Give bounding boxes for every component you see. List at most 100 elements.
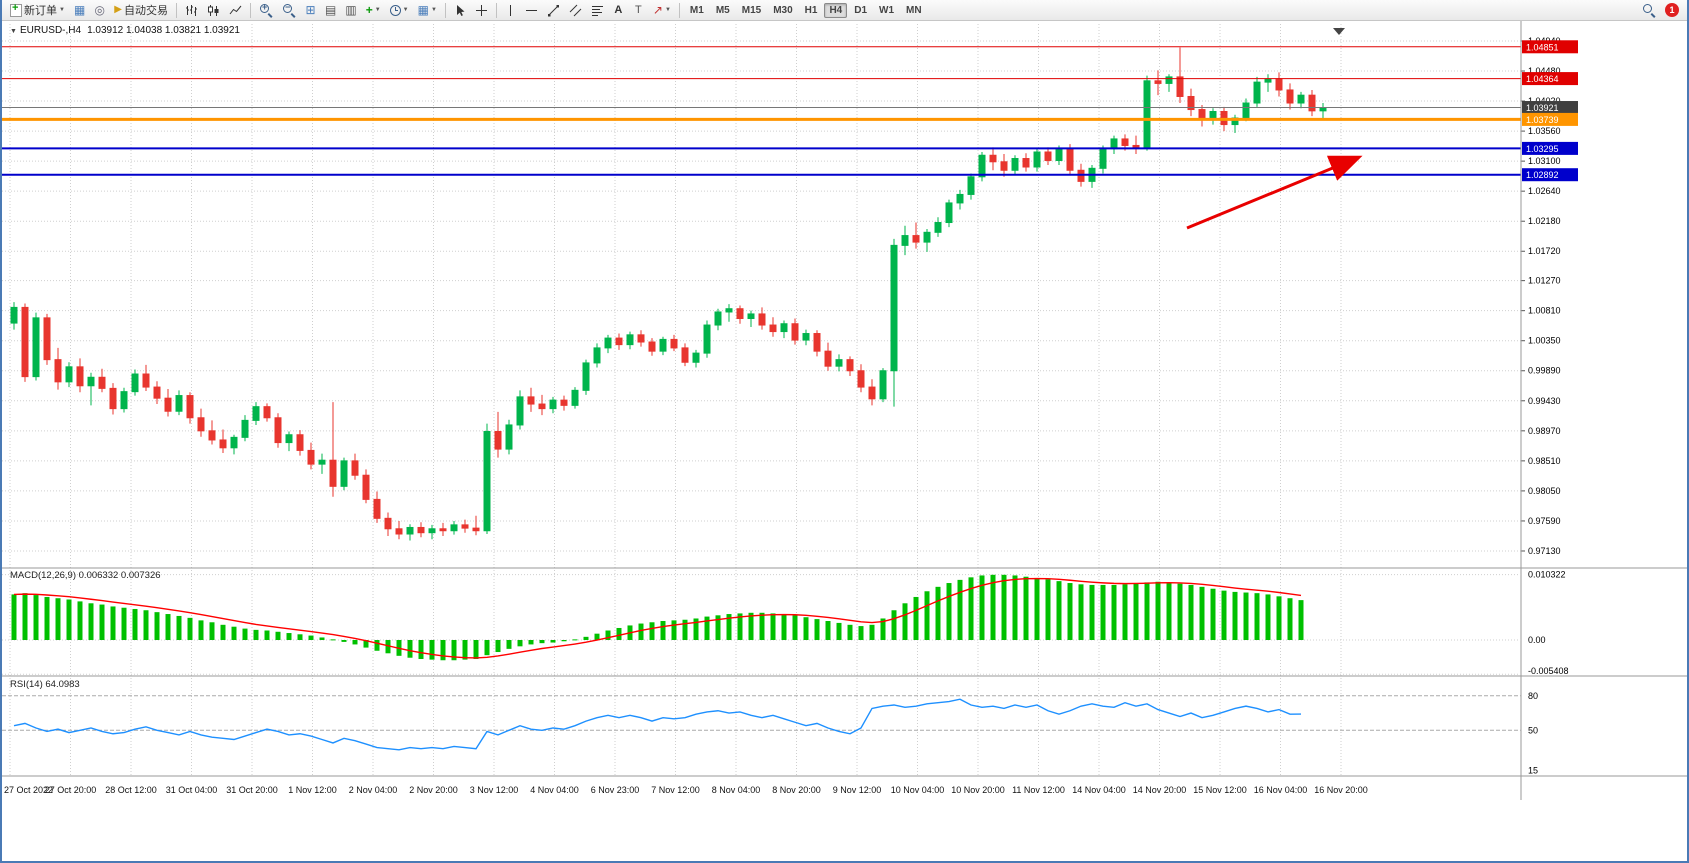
macd-histogram-bar	[1265, 594, 1271, 640]
bar-chart-icon	[186, 4, 197, 16]
macd-histogram-bar	[319, 637, 325, 640]
macd-histogram-bar	[1111, 584, 1117, 640]
templates-button[interactable]: ▦ ▼	[414, 1, 441, 20]
time-axis-label: 14 Nov 20:00	[1133, 785, 1187, 795]
macd-histogram-bar	[1056, 581, 1062, 640]
candle-body	[373, 498, 381, 519]
cascade-windows-button[interactable]: ▤	[321, 1, 340, 20]
tf-button-mn[interactable]: MN	[906, 4, 922, 16]
cursor-button[interactable]	[450, 1, 470, 20]
autotrading-button[interactable]: ▶ 自动交易	[110, 1, 172, 20]
macd-histogram-bar	[1276, 596, 1282, 640]
tf-button-m1[interactable]: M1	[689, 4, 704, 16]
zoom-out-button[interactable]: −	[278, 1, 300, 20]
chevron-down-icon: ▼	[402, 7, 409, 13]
fibonacci-icon	[591, 5, 603, 16]
candle-body	[516, 396, 524, 426]
bar-chart-button[interactable]	[181, 1, 202, 20]
trendline-button[interactable]	[543, 1, 564, 20]
tile-windows-button[interactable]: ⊞	[301, 1, 320, 20]
candle-body	[659, 338, 667, 352]
notifications-button[interactable]: 1	[1661, 1, 1683, 20]
symbol-dropdown-icon[interactable]: ▼	[10, 28, 17, 35]
candle-body	[780, 323, 788, 333]
zoom-out-icon: −	[282, 2, 296, 17]
macd-histogram-bar	[187, 617, 193, 640]
candle-body	[1308, 94, 1316, 112]
candle-body	[87, 376, 95, 387]
macd-histogram-bar	[1089, 584, 1095, 640]
tf-button-m30[interactable]: M30	[773, 4, 793, 16]
periods-button[interactable]: ▼	[386, 1, 413, 20]
macd-histogram-bar	[1133, 583, 1139, 640]
arrange-windows-button[interactable]: ▥	[341, 1, 360, 20]
zoom-in-icon: +	[259, 2, 273, 17]
candle-body	[989, 154, 997, 163]
tf-button-w1[interactable]: W1	[879, 4, 895, 16]
time-axis-label: 11 Nov 12:00	[1012, 785, 1065, 795]
candle-body	[879, 370, 887, 400]
candle-body	[131, 373, 139, 393]
price-axis-label: 0.98970	[1528, 426, 1561, 436]
tf-button-h1[interactable]: H1	[804, 4, 818, 16]
indicators-button[interactable]: + ▼	[362, 1, 385, 20]
macd-histogram-bar	[1155, 581, 1161, 640]
macd-histogram-bar	[561, 640, 567, 642]
zoom-in-button[interactable]: +	[255, 1, 277, 20]
crosshair-icon	[475, 4, 487, 16]
timeframe-group: M1 M5 M15 M30 H1 H4 D1 W1 MN	[684, 2, 928, 18]
price-axis-label: 1.02180	[1528, 216, 1561, 226]
candle-body	[494, 430, 502, 450]
macd-histogram-bar	[352, 640, 358, 645]
candle-body	[527, 396, 535, 405]
alerts-button[interactable]: ◎	[90, 1, 109, 20]
candle-body	[296, 434, 304, 451]
tf-button-d1[interactable]: D1	[854, 4, 868, 16]
chevron-down-icon: ▼	[374, 7, 381, 13]
time-axis-label: 10 Nov 20:00	[951, 785, 1005, 795]
chart-shift-marker[interactable]	[1333, 28, 1345, 35]
trend-arrow-annotation[interactable]	[1186, 155, 1363, 230]
candle-body	[703, 324, 711, 354]
macd-histogram-bar	[88, 603, 94, 640]
time-axis-label: 31 Oct 20:00	[226, 785, 278, 795]
candle-body	[681, 347, 689, 363]
search-button[interactable]	[1638, 1, 1660, 20]
text-button[interactable]: A	[609, 1, 628, 20]
text-label-button[interactable]: T	[629, 1, 648, 20]
new-order-button[interactable]: 新订单 ▼	[6, 1, 69, 20]
separator	[444, 2, 446, 18]
profiles-button[interactable]: ▦	[70, 1, 89, 20]
candle-body	[186, 395, 194, 419]
tf-button-m5[interactable]: M5	[715, 4, 730, 16]
tf-button-m15[interactable]: M15	[741, 4, 762, 16]
indicators-icon: +	[365, 3, 373, 17]
candle-body	[1187, 95, 1195, 111]
horizontal-line-button[interactable]	[521, 1, 542, 20]
arrows-button[interactable]: ↗ ▼	[649, 1, 675, 20]
candle-body	[736, 308, 744, 320]
line-chart-button[interactable]	[225, 1, 246, 20]
price-axis-label: 1.02640	[1528, 186, 1561, 196]
price-axis-label: 1.00350	[1528, 336, 1561, 346]
crosshair-button[interactable]	[471, 1, 492, 20]
tf-button-h4[interactable]: H4	[824, 2, 848, 18]
candlestick-chart-button[interactable]	[203, 1, 224, 20]
time-axis-label: 27 Oct 20:00	[45, 785, 97, 795]
candle-body	[549, 399, 557, 410]
time-axis-label: 8 Nov 04:00	[712, 785, 761, 795]
line-chart-icon	[229, 5, 242, 14]
macd-histogram-bar	[1298, 600, 1304, 640]
fibonacci-button[interactable]	[587, 1, 608, 20]
candle-body	[1165, 76, 1173, 84]
macd-histogram-bar	[275, 631, 281, 640]
candle-body	[1319, 107, 1327, 112]
vertical-line-button[interactable]	[501, 1, 520, 20]
candle-body	[384, 517, 392, 530]
candle-body	[1132, 144, 1140, 148]
candle-body	[791, 323, 799, 341]
channel-button[interactable]	[565, 1, 586, 20]
arrange-windows-icon: ▥	[345, 3, 357, 17]
chevron-down-icon: ▼	[59, 7, 65, 13]
